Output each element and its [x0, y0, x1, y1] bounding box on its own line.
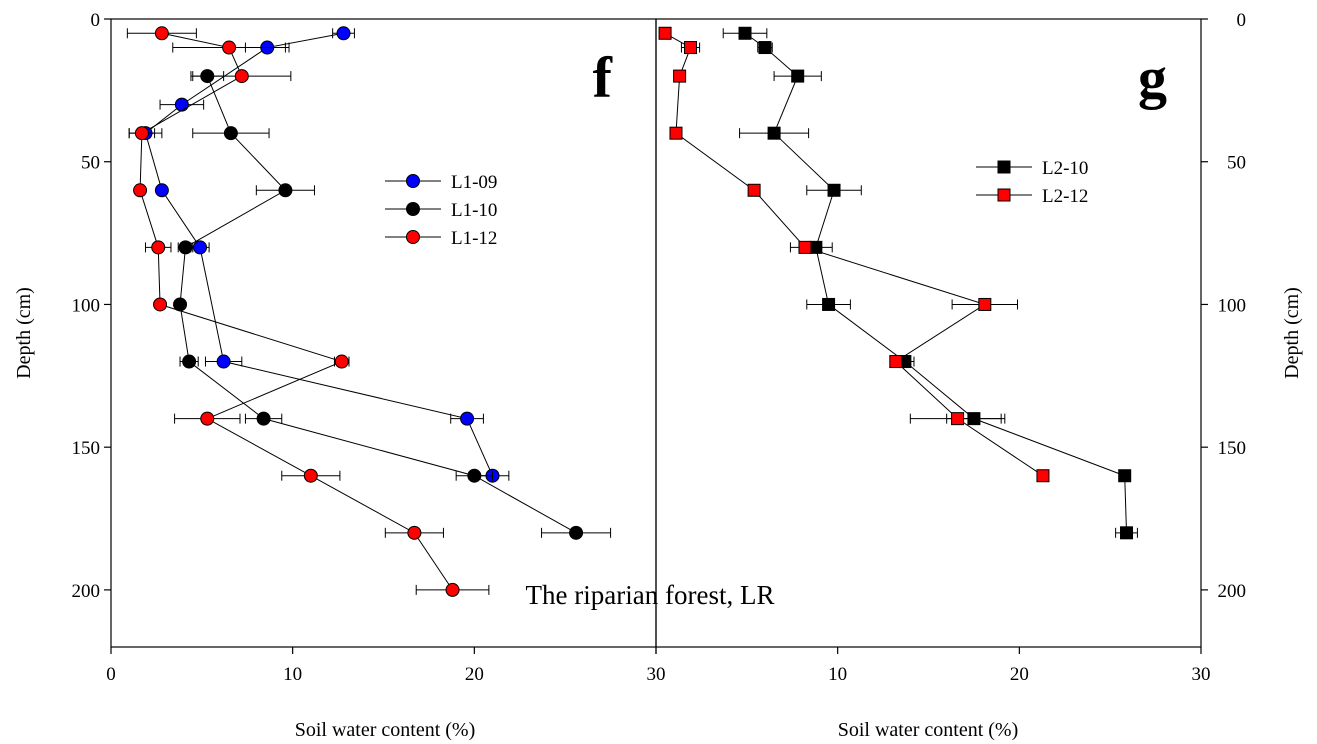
- data-point-l2-12: [747, 183, 761, 197]
- legend-label-l2-10: L2-10: [1042, 158, 1088, 179]
- x-tick-label-f: 10: [283, 664, 302, 685]
- data-point-l1-10: [467, 468, 482, 483]
- data-point-l1-09: [154, 183, 169, 198]
- legend-marker-l1-10: [406, 202, 420, 216]
- data-point-l2-12: [889, 355, 903, 369]
- series-l1-10: [173, 69, 612, 540]
- x-axis-title-f: Soil water content (%): [295, 719, 476, 741]
- data-point-l1-12: [200, 411, 215, 426]
- legend-label-l1-09: L1-09: [451, 172, 497, 193]
- data-point-l2-10: [827, 183, 841, 197]
- plot-frame-g: [655, 18, 1202, 648]
- y-axis-title-left: Depth (cm): [13, 287, 35, 379]
- data-point-l2-10: [738, 26, 752, 40]
- x-tick-label-g: 10: [828, 664, 847, 685]
- legend-marker-l2-10: [997, 160, 1011, 174]
- data-point-l2-10: [822, 297, 836, 311]
- x-tick-label-f: 20: [465, 664, 484, 685]
- y-tick-label-f: 0: [91, 10, 101, 31]
- data-point-l1-12: [234, 69, 249, 84]
- data-point-l2-12: [978, 297, 992, 311]
- y-tick-label-g: 0: [1237, 10, 1247, 31]
- data-point-l2-10: [1118, 469, 1132, 483]
- plot-frame-f: [110, 18, 657, 648]
- data-point-l1-12: [334, 354, 349, 369]
- data-point-l1-12: [134, 126, 149, 141]
- data-point-l2-12: [1036, 469, 1050, 483]
- legend-label-l1-12: L1-12: [451, 228, 497, 249]
- data-point-l2-12: [798, 240, 812, 254]
- panel-label-g: g: [1138, 45, 1167, 110]
- data-point-l1-10: [278, 183, 293, 198]
- y-tick-label-g: 100: [1218, 295, 1247, 316]
- series-l2-12: [658, 26, 1050, 483]
- x-tick-label-g: 20: [1010, 664, 1029, 685]
- data-point-l2-12: [951, 412, 965, 426]
- series-l2-10: [722, 26, 1138, 540]
- data-point-l2-12: [684, 41, 698, 55]
- y-tick-label-f: 150: [72, 438, 101, 459]
- series-l1-09: [128, 26, 510, 483]
- panel-f: 0 50 100 150 200 0 10 20 30 L1-09 L1-10 L1-12: [72, 10, 666, 685]
- panel-g: 0 50 100 150 200 10 20 30 L2-10 L2-12: [655, 10, 1247, 685]
- legend-marker-l1-09: [406, 174, 420, 188]
- panel-label-f: f: [593, 45, 613, 110]
- data-point-l1-10: [182, 354, 197, 369]
- data-point-l2-10: [758, 41, 772, 55]
- y-tick-label-g: 150: [1218, 438, 1247, 459]
- y-tick-label-f: 100: [72, 295, 101, 316]
- data-point-l1-10: [569, 525, 584, 540]
- data-point-l2-12: [669, 126, 683, 140]
- data-point-l1-12: [154, 26, 169, 41]
- legend-label-l2-12: L2-12: [1042, 186, 1088, 207]
- y-tick-label-f: 50: [81, 153, 100, 174]
- data-point-l1-10: [178, 240, 193, 255]
- data-point-l1-09: [193, 240, 208, 255]
- series-l1-12: [126, 26, 490, 597]
- data-point-l1-12: [303, 468, 318, 483]
- data-point-l1-10: [256, 411, 271, 426]
- series-line-l1-09: [144, 32, 493, 476]
- y-tick-label-g: 50: [1227, 153, 1246, 174]
- legend-marker-l1-12: [406, 230, 420, 244]
- data-point-l1-09: [460, 411, 475, 426]
- data-point-l1-12: [445, 582, 460, 597]
- x-axis-title-g: Soil water content (%): [838, 719, 1019, 741]
- x-tick-label-g: 30: [1192, 664, 1211, 685]
- data-point-l1-09: [336, 26, 351, 41]
- figure-annotation: The riparian forest, LR: [526, 580, 775, 610]
- series-line-l1-12: [139, 32, 453, 591]
- data-point-l1-09: [216, 354, 231, 369]
- legend-marker-l2-12: [997, 188, 1011, 202]
- data-point-l1-12: [153, 297, 168, 312]
- y-tick-label-f: 200: [72, 581, 101, 602]
- x-tick-label-f: 0: [106, 664, 116, 685]
- data-point-l1-12: [407, 525, 422, 540]
- series-line-l2-10: [744, 32, 1128, 533]
- data-point-l2-12: [658, 26, 672, 40]
- data-point-l1-09: [174, 97, 189, 112]
- data-point-l1-10: [223, 126, 238, 141]
- data-point-l2-10: [791, 69, 805, 83]
- data-point-l2-10: [1120, 526, 1134, 540]
- y-tick-label-g: 200: [1218, 581, 1247, 602]
- series-line-l2-12: [664, 32, 1044, 477]
- y-axis-title-right: Depth (cm): [1281, 287, 1303, 379]
- x-tick-label-f: 30: [647, 664, 666, 685]
- data-point-l2-10: [767, 126, 781, 140]
- data-point-l1-12: [222, 40, 237, 55]
- legend-label-l1-10: L1-10: [451, 200, 497, 221]
- data-point-l1-12: [133, 183, 148, 198]
- series-line-l1-10: [179, 75, 577, 534]
- data-point-l1-12: [151, 240, 166, 255]
- data-point-l2-12: [673, 69, 687, 83]
